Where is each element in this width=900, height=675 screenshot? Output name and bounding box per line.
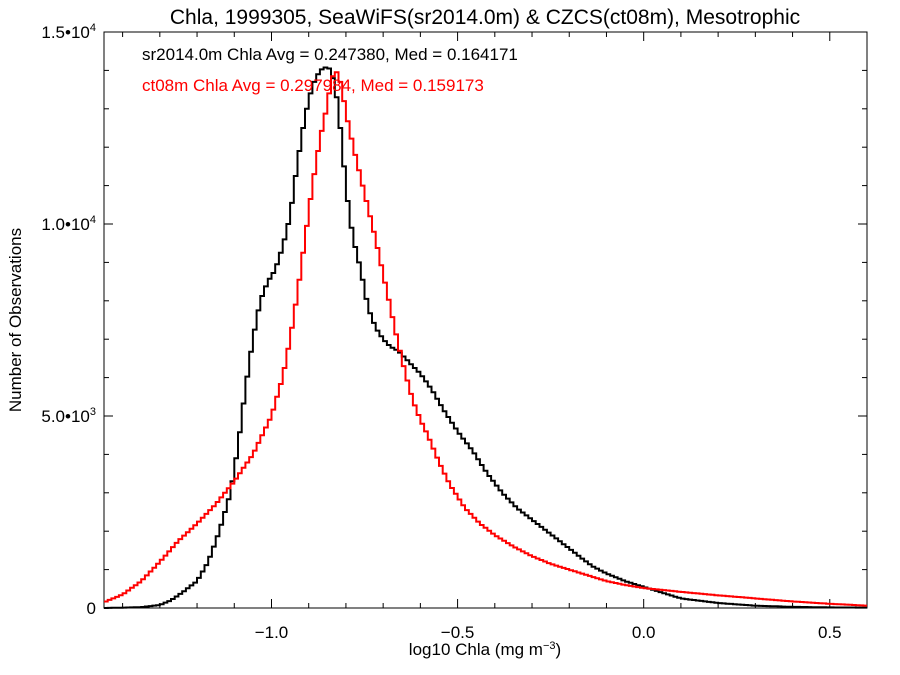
x-tick-label: 0.0	[632, 623, 656, 642]
y-tick-label: 5.0•103	[41, 406, 96, 426]
y-axis-label: Number of Observations	[6, 228, 25, 412]
annotation-black: sr2014.0m Chla Avg = 0.247380, Med = 0.1…	[142, 45, 518, 64]
axis-ticks: −1.0 −0.5 0.0 0.5 0 5.0•103 1.0•104 1.5•104	[41, 22, 868, 642]
plot-frame	[103, 31, 868, 609]
x-tick-label: 0.5	[818, 623, 842, 642]
x-axis-label: log10 Chla (mg m−3)	[409, 640, 561, 659]
chart-title: Chla, 1999305, SeaWiFS(sr2014.0m) & CZCS…	[170, 6, 800, 29]
y-tick-label: 1.0•104	[41, 214, 96, 234]
x-tick-label: −1.0	[255, 623, 289, 642]
series-line-1	[104, 71, 867, 607]
x-tick-label: −0.5	[441, 623, 475, 642]
annotation-red: ct08m Chla Avg = 0.297984, Med = 0.15917…	[142, 76, 484, 95]
series-group	[104, 66, 867, 609]
y-tick-label: 0	[87, 599, 96, 618]
y-tick-label: 1.5•104	[41, 22, 96, 42]
